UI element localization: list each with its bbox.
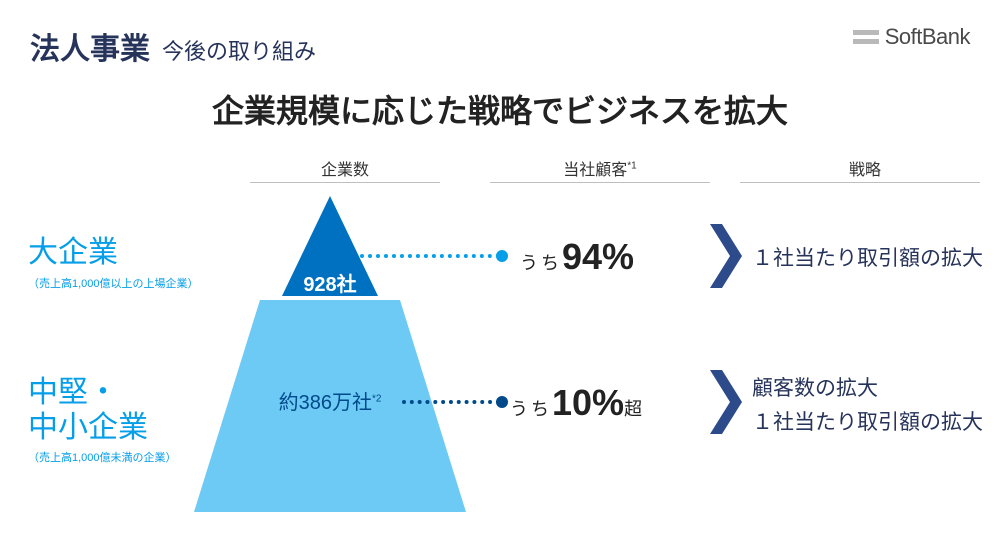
customer-large: うち94% bbox=[520, 236, 634, 278]
pyramid-top-label: 928社 bbox=[200, 268, 460, 297]
pyramid-chart: 928社 約386万社*2 bbox=[200, 196, 460, 516]
headline: 企業規模に応じた戦略でビジネスを拡大 bbox=[0, 86, 1000, 132]
row-label-sme: 中堅・ 中小企業 （売上高1,000億未満の企業） bbox=[28, 376, 177, 465]
row-label-large: 大企業 （売上高1,000億以上の上場企業） bbox=[28, 236, 199, 291]
title-main: 法人事業 bbox=[30, 24, 150, 68]
logo-bars-icon bbox=[853, 30, 879, 44]
row-label-sme-sub: （売上高1,000億未満の企業） bbox=[28, 449, 177, 465]
logo-text: SoftBank bbox=[885, 24, 970, 50]
title-sub: 今後の取り組み bbox=[162, 34, 316, 66]
col-underline-customer bbox=[490, 182, 710, 183]
connector-sme bbox=[402, 400, 500, 404]
slide-header: 法人事業 今後の取り組み SoftBank bbox=[30, 24, 970, 68]
row-label-large-title: 大企業 bbox=[28, 236, 199, 271]
connector-large-dot-icon bbox=[496, 250, 508, 262]
chevron-right-icon bbox=[710, 370, 742, 434]
col-underline-count bbox=[250, 182, 440, 183]
column-headers: 企業数 当社顧客*1 戦略 bbox=[0, 156, 1000, 186]
chevron-right-icon bbox=[710, 224, 742, 288]
row-label-sme-title: 中堅・ 中小企業 bbox=[28, 376, 177, 445]
connector-sme-dot-icon bbox=[496, 396, 508, 408]
strategy-large: １社当たり取引額の拡大 bbox=[752, 242, 983, 276]
col-header-customer: 当社顧客*1 bbox=[510, 156, 690, 180]
col-header-count: 企業数 bbox=[270, 156, 420, 180]
connector-large bbox=[360, 254, 500, 258]
col-underline-strategy bbox=[740, 182, 980, 183]
softbank-logo: SoftBank bbox=[853, 24, 970, 50]
col-header-strategy: 戦略 bbox=[760, 156, 970, 180]
strategy-sme: 顧客数の拡大 １社当たり取引額の拡大 bbox=[752, 372, 983, 439]
customer-sme: うち10%超 bbox=[510, 382, 642, 424]
slide-title: 法人事業 今後の取り組み bbox=[30, 24, 316, 68]
row-label-large-sub: （売上高1,000億以上の上場企業） bbox=[28, 275, 199, 291]
